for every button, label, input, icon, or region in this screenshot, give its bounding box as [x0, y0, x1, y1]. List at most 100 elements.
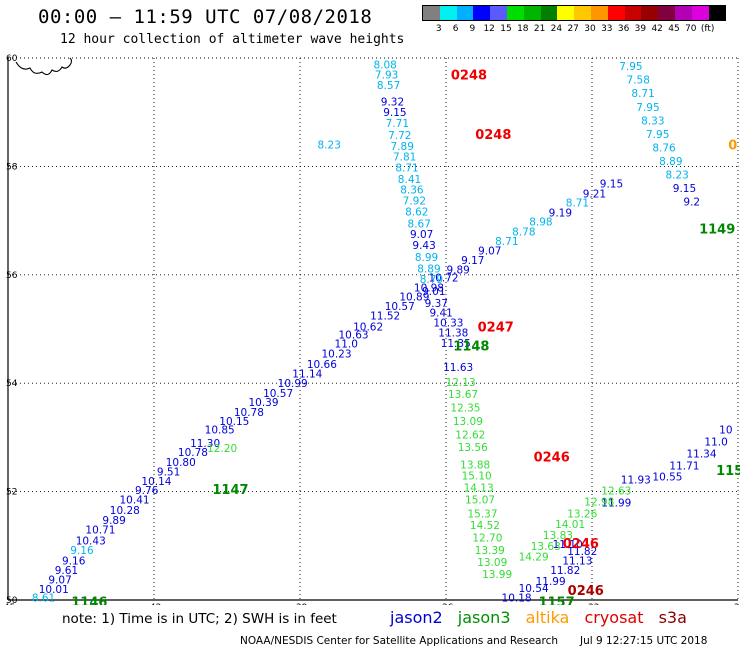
y-tick-label: 54 — [6, 379, 18, 389]
jason2-data-point: 10.55 — [652, 471, 682, 483]
y-tick-label: 60 — [6, 54, 18, 64]
jason2-data-point: 7.72 — [388, 130, 411, 142]
jason3-data-point: 15.07 — [465, 495, 495, 507]
color-scale-label: 6 — [452, 24, 459, 34]
jason2-data-point: 8.36 — [400, 185, 424, 197]
jason2-data-point: 11.99 — [601, 497, 631, 509]
jason2-data-point: 8.61 — [32, 592, 55, 604]
jason2-data-point: 11.63 — [443, 362, 473, 374]
jason2-data-point: 10.89 — [399, 291, 429, 303]
jason2-data-point: 10.39 — [248, 397, 278, 409]
jason2-data-point: 10.15 — [219, 416, 249, 428]
jason2-data-point: 8.23 — [318, 140, 341, 152]
color-swatch-15 — [674, 6, 692, 20]
jason2-data-point: 9.41 — [429, 308, 452, 320]
jason2-data-point: 11.0 — [335, 339, 358, 351]
jason2-data-point: 9.16 — [70, 545, 94, 557]
footer-note: note: 1) Time is in UTC; 2) SWH is in fe… — [62, 611, 337, 627]
pass-time-label: 1149 — [699, 223, 735, 238]
jason2-data-point: 8.71 — [631, 88, 654, 100]
jason3-data-point: 12.98 — [584, 496, 614, 508]
color-swatch-14 — [658, 6, 675, 20]
jason2-data-point: 8.99 — [415, 252, 438, 264]
axis-tick-labels: -45 -42 -39 -36 -33 -30 50 52 54 56 58 60 — [1, 54, 740, 605]
jason2-data-point: 10.57 — [385, 301, 415, 313]
jason2-data-point: 10.14 — [141, 476, 171, 488]
jason2-data-point: 10.71 — [85, 525, 115, 537]
jason3-data-point: 13.67 — [448, 389, 478, 401]
jason2-data-point: 11.14 — [292, 368, 322, 380]
jason3-data-point: 13.09 — [477, 557, 507, 569]
jason3-data-point: 12.62 — [455, 430, 485, 442]
coastline-path — [15, 57, 73, 76]
jason2-data-point: 10.28 — [110, 505, 140, 517]
jason2-data-point: 9.15 — [673, 183, 696, 195]
jason2-data-point: 9.01 — [422, 286, 445, 298]
jason2-data-point: 8.23 — [665, 170, 688, 182]
jason2-data-point: 9.89 — [102, 515, 125, 527]
jason3-data-point: 14.13 — [464, 482, 494, 494]
color-scale-label: 42 — [651, 24, 663, 34]
jason2-data-point: 8.89 — [659, 156, 682, 168]
color-scale: 3 6 9 12 15 18 21 24 27 30 33 36 39 42 45 70 (ft) — [422, 5, 727, 35]
color-swatch-17 — [708, 6, 726, 20]
jason2-data-point: 9.21 — [583, 189, 606, 201]
jason2-data-point: 7.71 — [386, 118, 409, 130]
jason2-data-point: 10.99 — [278, 378, 308, 390]
x-tick-label: -45 — [1, 603, 16, 605]
jason2-data-point: 11.13 — [562, 555, 592, 567]
jason2-data-point: 10.18 — [502, 592, 532, 604]
x-tick-label: -42 — [147, 603, 162, 605]
pass-time-label: 0248 — [475, 128, 511, 143]
jason2-data-point: 8.08 — [373, 60, 396, 72]
color-scale-labels: 3 6 9 12 15 18 21 24 27 30 33 36 39 42 45 70 (ft) — [422, 21, 726, 35]
jason2-data-point: 8.41 — [398, 174, 421, 186]
plot-area — [7, 58, 738, 601]
legend-entry-3: cryosat — [584, 608, 644, 627]
jason2-data-point: 8.71 — [566, 198, 589, 210]
pass-time-label: 0 — [728, 139, 737, 154]
jason2-data-point: 10.78 — [178, 447, 208, 459]
jason3-data-point: 13.63 — [531, 541, 561, 553]
pass-time-label: 0246 — [568, 584, 604, 599]
jason3-data-point: 13.83 — [543, 530, 573, 542]
chart-marks: 8.6110.019.079.619.169.1610.4310.719.891… — [32, 60, 740, 605]
color-scale-label: 24 — [550, 24, 563, 34]
jason2-data-point: 8.71 — [495, 236, 518, 248]
y-tick-label: 58 — [6, 162, 18, 172]
legend-entry-2: altika — [525, 608, 570, 627]
jason2-data-point: 10.98 — [414, 282, 444, 294]
x-tick-label: -30 — [731, 603, 740, 605]
jason3-data-point: 13.26 — [567, 508, 597, 520]
jason2-data-point: 7.95 — [619, 61, 642, 73]
jason3-data-point: 14.01 — [555, 519, 585, 531]
color-swatch-4 — [490, 6, 507, 20]
color-scale-label: 3 — [435, 24, 442, 34]
jason2-data-point: 11.82 — [567, 546, 597, 558]
jason2-data-point: 8.79 — [420, 274, 443, 286]
jason2-data-point: 9.07 — [48, 574, 71, 586]
color-swatch-9 — [574, 6, 591, 20]
jason2-data-point: 8.76 — [652, 142, 676, 154]
jason2-data-point: 9.17 — [461, 255, 484, 267]
color-scale-label: 18 — [517, 24, 529, 34]
plot-background — [8, 58, 738, 600]
color-scale-label: 30 — [584, 24, 596, 34]
jason2-data-point: 11.71 — [669, 461, 699, 473]
pass-time-label: 0247 — [478, 320, 514, 335]
jason2-data-point: 7.95 — [646, 129, 669, 141]
jason2-data-point: 7.58 — [627, 75, 650, 87]
color-swatch-5 — [506, 6, 524, 20]
jason2-data-point: 7.89 — [391, 141, 414, 153]
page-title: 00:00 – 11:59 UTC 07/08/2018 — [38, 6, 373, 28]
color-scale-label: 21 — [533, 24, 546, 34]
jason3-data-point: 12.13 — [446, 377, 476, 389]
x-tick-label: -33 — [585, 603, 600, 605]
jason3-data-point: 14.29 — [519, 552, 549, 564]
color-swatch-12 — [624, 6, 642, 20]
color-scale-label: 12 — [483, 24, 495, 34]
color-scale-label: 36 — [617, 24, 630, 34]
color-swatch-8 — [557, 6, 575, 20]
jason2-data-point: 10.54 — [519, 583, 549, 595]
jason3-data-point: 13.56 — [458, 442, 488, 454]
